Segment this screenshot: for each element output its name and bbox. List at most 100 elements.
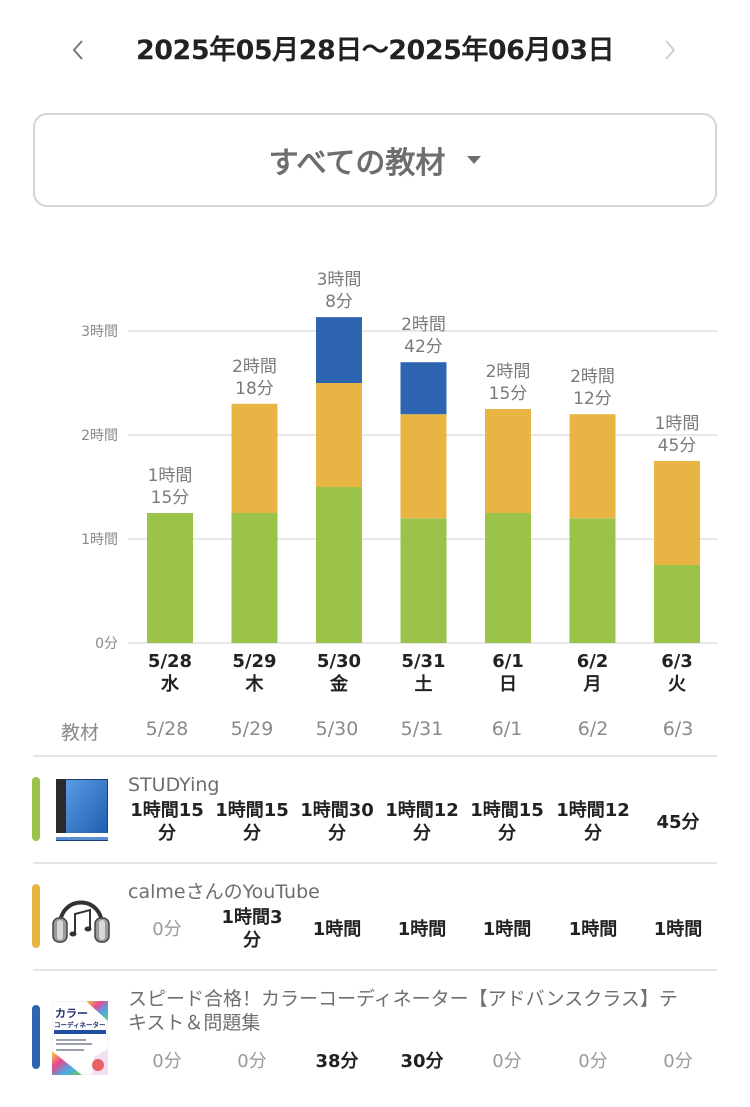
bar-segment xyxy=(485,409,531,513)
time-cell: 0分 xyxy=(237,1051,267,1072)
bar-total-label: 42分 xyxy=(404,337,443,357)
bar-total-label: 1時間 xyxy=(148,466,193,486)
time-cell: 38分 xyxy=(315,1051,359,1072)
x-tick-weekday: 日 xyxy=(499,674,517,695)
bar-segment xyxy=(316,383,362,487)
bar-total-label: 12分 xyxy=(573,389,612,409)
date-range-header: 2025年05月28日～2025年06月03日 xyxy=(0,0,750,100)
next-week-button[interactable] xyxy=(650,30,690,70)
book-icon xyxy=(56,779,108,841)
chevron-right-icon xyxy=(665,40,676,60)
time-cell: 1時間12 分 xyxy=(556,800,630,844)
time-cell: 45分 xyxy=(656,812,700,833)
column-header-date: 6/3 xyxy=(662,718,694,740)
time-cell: 1時間15 分 xyxy=(470,800,544,844)
time-cell: 0分 xyxy=(152,1051,182,1072)
bar-total-label: 2時間 xyxy=(401,315,446,335)
time-cell: 0分 xyxy=(578,1051,608,1072)
material-filter-dropdown[interactable]: すべての教材 xyxy=(33,113,717,207)
y-tick-label: 3時間 xyxy=(81,324,118,340)
material-row-studying[interactable]: STUDYing 1時間15 分 1時間15 分 1時間30 分 1時間12 分 1時間… xyxy=(0,757,750,862)
cover-title: カラー xyxy=(55,1007,88,1020)
y-tick-label: 1時間 xyxy=(81,532,118,548)
bar-total-label: 45分 xyxy=(658,436,697,456)
bar-segment xyxy=(316,317,362,383)
bar-segment xyxy=(316,487,362,643)
y-tick-label: 2時間 xyxy=(81,428,118,444)
material-filter-label: すべての教材 xyxy=(268,146,446,181)
column-header-material: 教材 xyxy=(60,722,99,744)
x-tick-weekday: 木 xyxy=(245,673,265,695)
material-name: スピード合格！カラーコーディネーター【アドバンスクラス】テ キスト＆問題集 xyxy=(128,988,678,1034)
x-tick-weekday: 土 xyxy=(415,674,433,695)
divider xyxy=(33,755,717,757)
time-cell: 30分 xyxy=(400,1051,444,1072)
x-tick-label: 6/2 xyxy=(577,651,609,672)
column-header-date: 6/1 xyxy=(491,718,523,740)
column-header-date: 5/28 xyxy=(145,718,189,740)
time-cell: 1時間 xyxy=(397,919,447,940)
x-tick-label: 5/29 xyxy=(232,651,276,672)
bar-total-label: 8分 xyxy=(325,292,353,312)
bar-segment xyxy=(231,513,278,643)
bar-total-label: 3時間 xyxy=(317,270,362,290)
x-tick-label: 5/31 xyxy=(401,651,445,672)
headphones-icon xyxy=(52,900,110,943)
time-cell: 1時間15 分 xyxy=(215,800,289,844)
time-cell: 0分 xyxy=(152,919,182,940)
time-cell: 1時間 xyxy=(482,919,532,940)
bar-total-label: 1時間 xyxy=(655,414,700,434)
time-cell: 1時間12 分 xyxy=(385,800,459,844)
time-cell: 1時間 xyxy=(568,919,618,940)
bar-segment xyxy=(231,403,278,513)
label-layer: 1時間15分5/28水2時間18分5/29木3時間8分5/30金2時間42分5/… xyxy=(148,270,700,695)
time-cell: 1時間 xyxy=(312,919,362,940)
bar-total-label: 2時間 xyxy=(486,362,531,382)
bar-segment xyxy=(569,518,616,643)
y-tick-label: 0分 xyxy=(95,636,118,652)
series-color-bar xyxy=(32,1005,40,1069)
bar-segment xyxy=(400,518,447,643)
x-tick-weekday: 月 xyxy=(583,674,602,695)
book-cover-icon: カラー コーディネーター xyxy=(52,1001,108,1075)
bar-segment xyxy=(654,461,700,565)
x-tick-weekday: 金 xyxy=(329,673,349,695)
time-cell: 0分 xyxy=(492,1051,522,1072)
time-cell: 1時間 xyxy=(653,919,703,940)
material-name: calmeさんのYouTube xyxy=(128,881,320,903)
date-range-title: 2025年05月28日～2025年06月03日 xyxy=(135,35,615,66)
series-color-bar xyxy=(32,884,40,948)
divider xyxy=(33,969,717,971)
cover-subtitle: コーディネーター xyxy=(54,1020,106,1029)
time-cell: 1時間15 分 xyxy=(130,800,204,844)
bar-total-label: 18分 xyxy=(235,379,274,399)
series-color-bar xyxy=(32,777,40,841)
bar-segment xyxy=(400,414,447,519)
x-tick-label: 6/1 xyxy=(492,651,524,672)
bar-segment xyxy=(147,513,193,643)
chevron-left-icon xyxy=(72,40,83,60)
bar-total-label: 2時間 xyxy=(570,367,615,387)
x-tick-weekday: 水 xyxy=(161,673,180,695)
material-name: STUDYing xyxy=(128,774,220,796)
bar-segment xyxy=(569,414,616,519)
material-row-calme-youtube[interactable]: calmeさんのYouTube 0分 1時間3 分 1時間 1時間 1時間 1時間… xyxy=(0,864,750,969)
column-header-date: 6/2 xyxy=(577,718,609,740)
bar-segment xyxy=(485,513,531,643)
bar-segment xyxy=(654,565,700,643)
bar-total-label: 15分 xyxy=(151,488,190,508)
x-tick-label: 5/28 xyxy=(148,651,192,672)
bar-layer xyxy=(147,317,700,643)
column-header-date: 5/30 xyxy=(315,718,359,740)
column-header-date: 5/29 xyxy=(230,718,274,740)
table-header: 教材 5/28 5/29 5/30 5/31 6/1 6/2 6/3 xyxy=(0,712,750,752)
caret-down-icon xyxy=(467,156,482,164)
x-tick-label: 5/30 xyxy=(317,651,361,672)
column-header-date: 5/31 xyxy=(400,718,444,740)
time-cell: 1時間30 分 xyxy=(300,800,374,844)
x-tick-weekday: 火 xyxy=(668,674,687,695)
material-row-speed-color-coordinator[interactable]: カラー コーディネーター スピード合格！カラーコーディネーター【アドバンスクラス… xyxy=(0,971,750,1107)
x-tick-label: 6/3 xyxy=(661,651,693,672)
previous-week-button[interactable] xyxy=(58,30,98,70)
